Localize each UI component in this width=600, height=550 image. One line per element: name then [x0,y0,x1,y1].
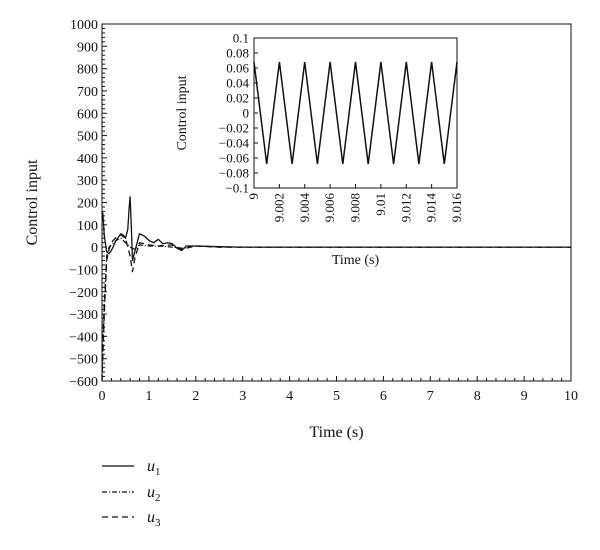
y-tick-label: 800 [77,63,98,78]
y-tick-label: −200 [69,286,98,301]
inset-background [254,38,457,188]
inset-y-tick-label: −0.08 [219,166,249,181]
inset-y-axis-label: Control input [175,75,190,150]
x-tick-label: 8 [474,389,481,404]
legend: u1 u2 u3 [102,458,161,529]
legend-subscript: 1 [155,466,161,478]
y-tick-label: 400 [77,152,98,167]
y-tick-label: −300 [69,308,98,323]
x-tick-label: 1 [145,389,152,404]
legend-label-u3: u3 [147,509,161,529]
inset-y-tick-label: −0.04 [219,136,250,151]
inset-y-tick-label: −0.06 [219,151,250,166]
x-tick-label: 7 [427,389,434,404]
inset-y-tick-label: 0.1 [233,31,249,46]
inset-y-tick-label: −0.1 [225,181,249,196]
inset-x-tick-label: 9.014 [424,193,439,223]
inset-x-tick-label: 9.01 [373,193,388,216]
y-tick-label: −100 [69,263,98,278]
inset-x-axis-label: Time (s) [332,253,380,268]
x-tick-label: 5 [333,389,340,404]
y-tick-label: 900 [77,40,98,55]
inset-y-tick-label: 0.08 [226,46,249,61]
inset-y-tick-label: 0.02 [226,91,249,106]
inset-x-tick-label: 9.008 [348,193,363,222]
y-tick-label: 1000 [70,18,98,33]
x-tick-label: 6 [380,389,387,404]
inset-y-tick-label: −0.02 [219,121,249,136]
inset-x-tick-label: 9.016 [449,193,464,223]
x-tick-label: 3 [239,389,246,404]
x-axis-label: Time (s) [309,424,363,441]
y-tick-label: −400 [69,330,98,345]
inset-y-tick-label: 0 [243,106,250,121]
legend-label-u1: u1 [147,458,161,478]
x-tick-label: 0 [99,389,106,404]
inset-series-line [253,61,458,165]
series-line-u3 [101,234,571,382]
legend-subscript: 3 [155,517,161,529]
legend-subscript: 2 [155,492,161,504]
inset-x-tick-label: 9.012 [398,193,413,222]
x-tick-label: 9 [521,389,528,404]
inset-x-tick-label: 9.002 [271,193,286,222]
y-tick-label: 700 [77,85,98,100]
y-tick-label: 200 [77,197,98,212]
y-tick-label: 100 [77,219,98,234]
legend-label-u2: u2 [147,484,161,504]
inset-x-tick-label: 9.004 [297,193,312,223]
x-tick-label: 4 [286,389,293,404]
inset-plot: −0.1−0.08−0.06−0.04−0.0200.020.040.060.0… [175,31,464,269]
y-axis-label: Control input [24,159,41,245]
y-tick-label: 600 [77,107,98,122]
inset-x-tick-label: 9.006 [322,193,337,223]
main-plot: −600−500−400−300−200−1000100200300400500… [24,18,578,441]
inset-y-tick-label: 0.06 [226,61,249,76]
x-tick-label: 2 [192,389,199,404]
x-tick-label: 10 [564,389,578,404]
y-tick-label: 300 [77,174,98,189]
y-tick-label: −600 [69,375,98,390]
y-tick-label: 500 [77,130,98,145]
y-tick-label: 0 [91,241,98,256]
inset-x-tick-label: 9 [246,193,261,200]
inset-y-tick-label: 0.04 [226,76,249,91]
y-tick-label: −500 [69,353,98,368]
